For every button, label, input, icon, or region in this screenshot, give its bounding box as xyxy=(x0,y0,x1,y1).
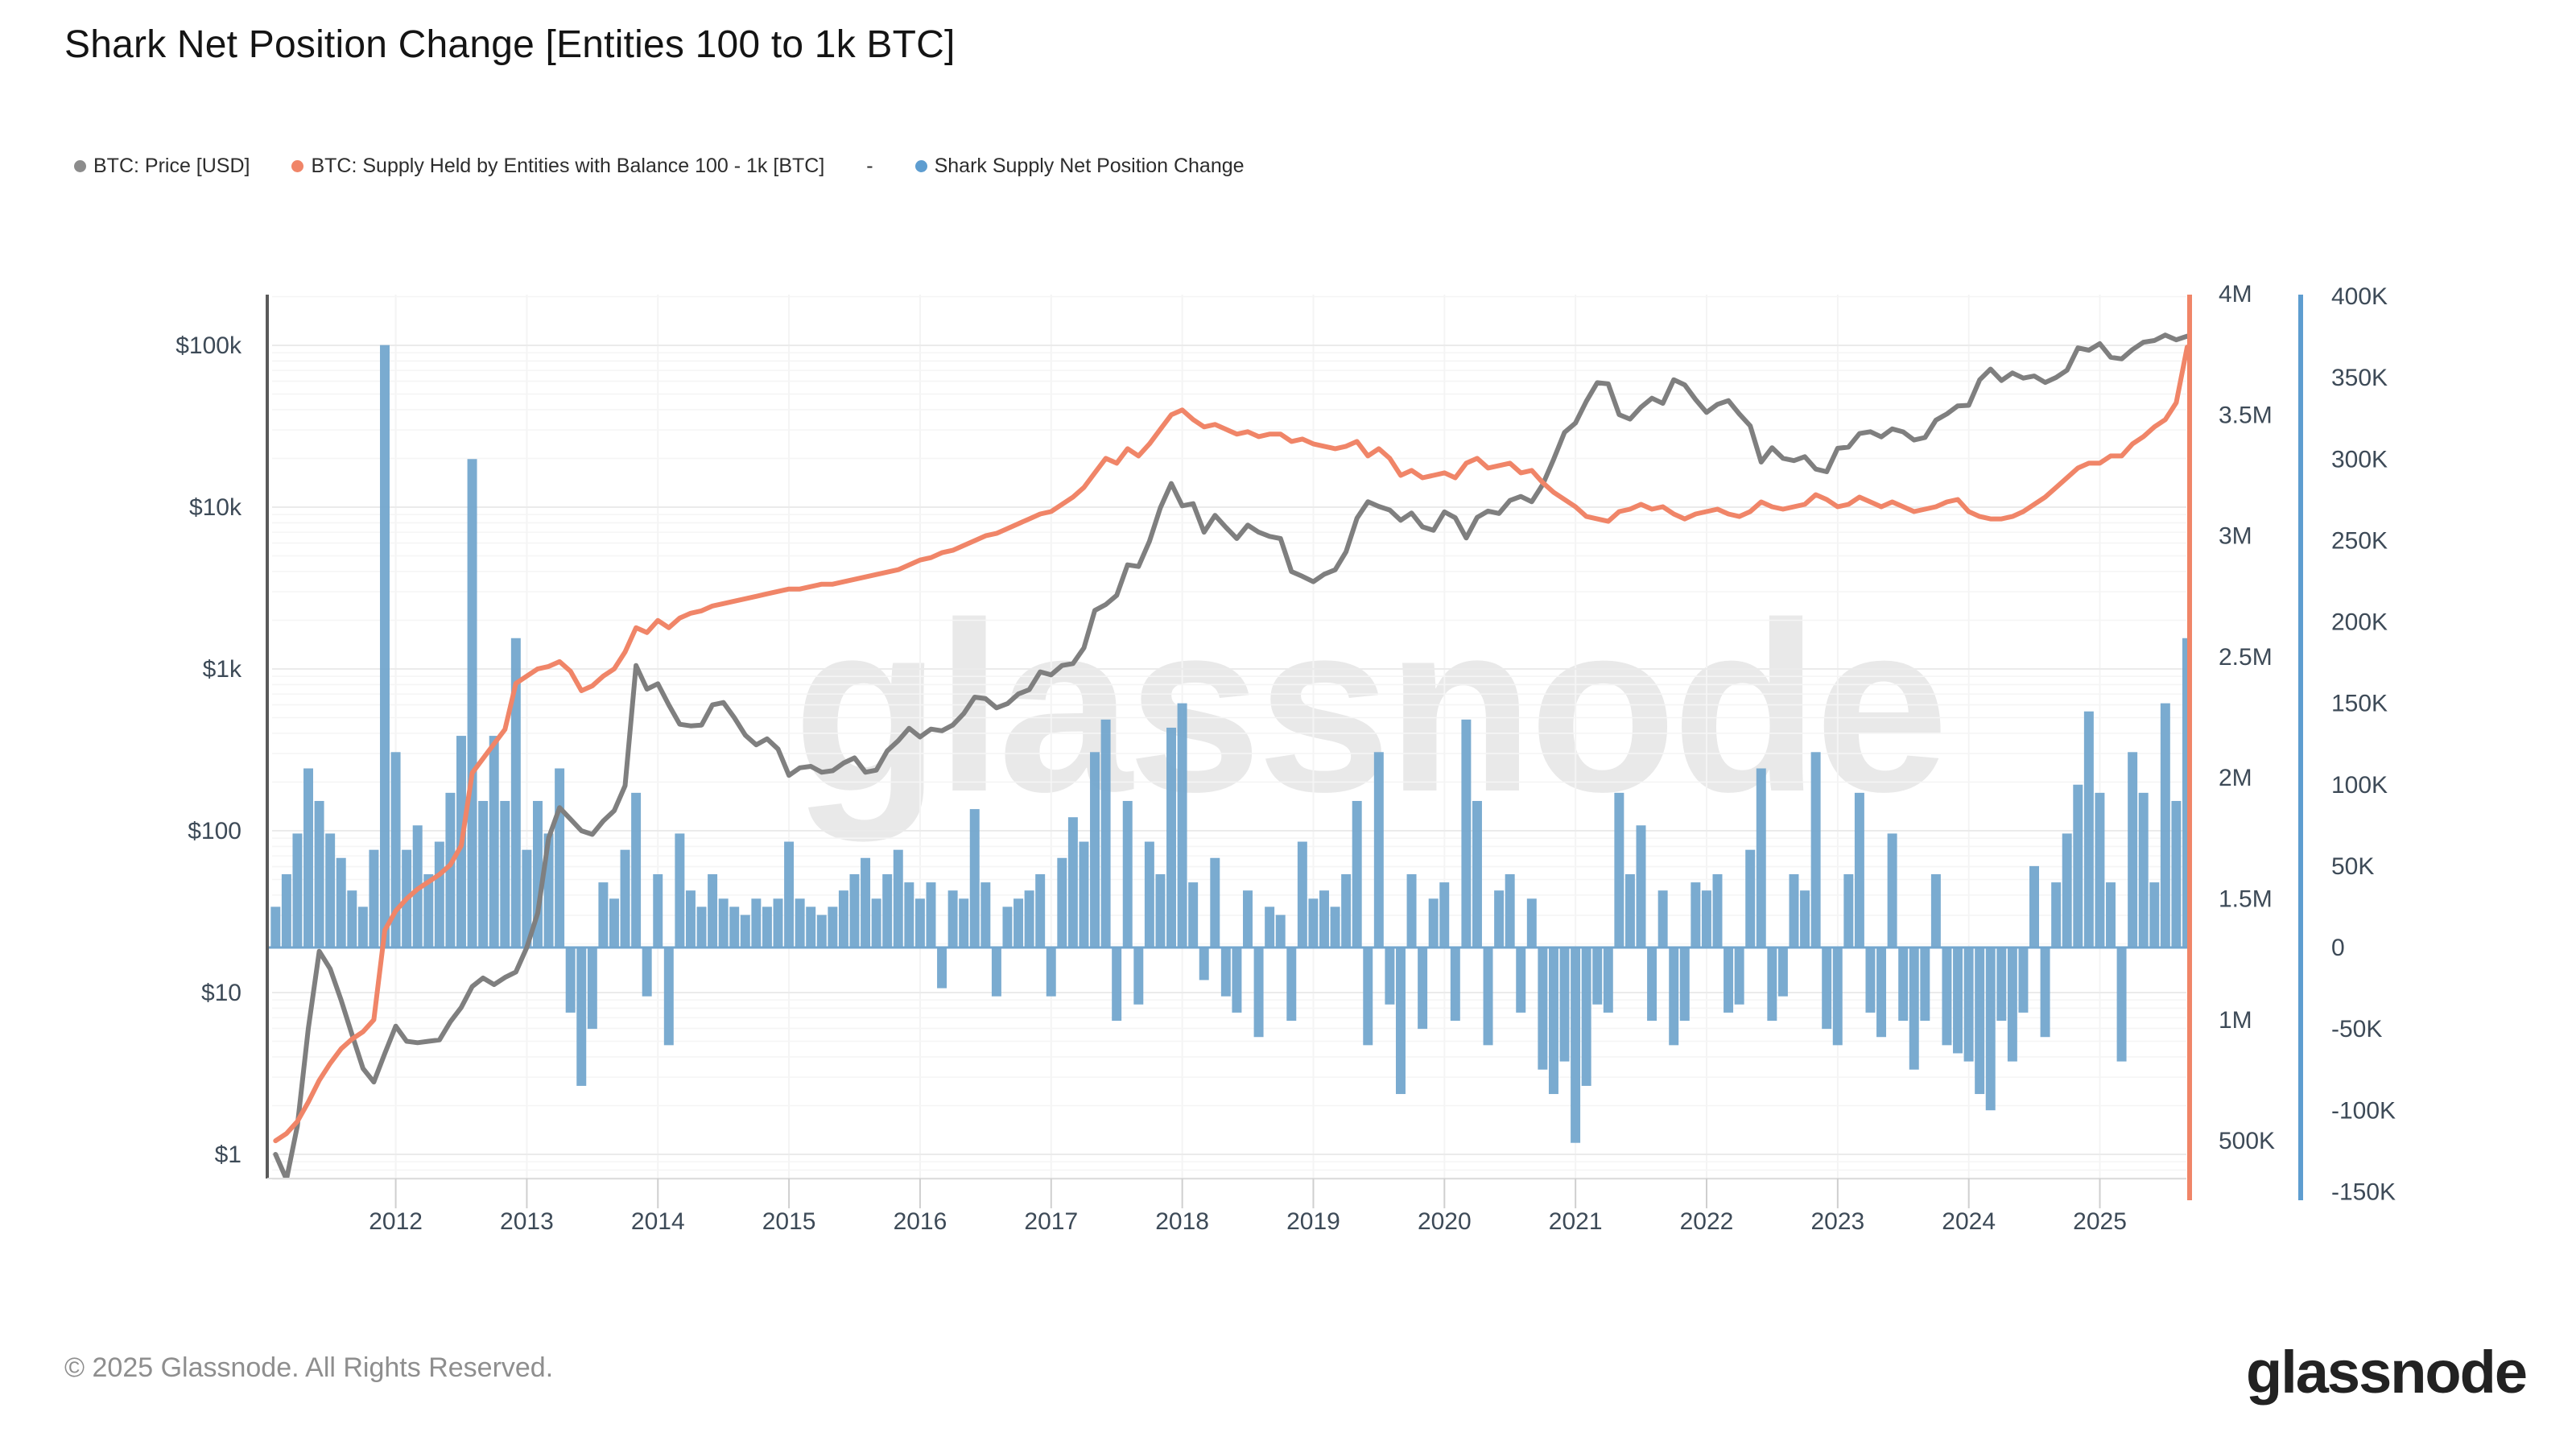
svg-text:2021: 2021 xyxy=(1549,1208,1603,1235)
series-price-line xyxy=(273,332,2190,1179)
legend-separator: - xyxy=(866,155,873,177)
series-net-position-bars xyxy=(270,345,2190,1143)
svg-text:500K: 500K xyxy=(2219,1128,2275,1154)
legend-dot-icon xyxy=(291,160,304,172)
svg-text:2020: 2020 xyxy=(1418,1208,1472,1235)
svg-text:glassnode: glassnode xyxy=(793,572,1944,844)
svg-text:2022: 2022 xyxy=(1680,1208,1734,1235)
footer-copyright: © 2025 Glassnode. All Rights Reserved. xyxy=(64,1352,554,1383)
axis-net-change-labels: 400K 350K 300K 250K 200K 150K 100K 50K 0 -50K -100… xyxy=(2331,283,2396,1205)
watermark: glassnode xyxy=(793,572,1949,844)
svg-text:1.5M: 1.5M xyxy=(2219,886,2273,913)
svg-text:2025: 2025 xyxy=(2073,1208,2127,1235)
legend-label: BTC: Supply Held by Entities with Balanc… xyxy=(311,155,825,177)
svg-text:200K: 200K xyxy=(2331,609,2388,636)
svg-text:-100K: -100K xyxy=(2331,1097,2396,1124)
svg-text:$1: $1 xyxy=(215,1141,242,1168)
legend-item[interactable]: BTC: Supply Held by Entities with Balanc… xyxy=(291,155,824,178)
legend-item[interactable]: Shark Supply Net Position Change xyxy=(914,155,1245,178)
svg-text:2.5M: 2.5M xyxy=(2219,644,2273,671)
svg-text:-50K: -50K xyxy=(2331,1016,2382,1042)
svg-text:2013: 2013 xyxy=(500,1208,554,1235)
svg-text:3M: 3M xyxy=(2219,523,2252,550)
svg-text:2M: 2M xyxy=(2219,765,2252,791)
svg-text:50K: 50K xyxy=(2331,853,2374,880)
svg-text:1M: 1M xyxy=(2219,1007,2252,1034)
svg-text:2017: 2017 xyxy=(1024,1208,1078,1235)
svg-text:2012: 2012 xyxy=(369,1208,423,1235)
svg-text:2019: 2019 xyxy=(1286,1208,1340,1235)
svg-text:$10: $10 xyxy=(201,980,242,1006)
svg-text:2023: 2023 xyxy=(1810,1208,1864,1235)
legend-label: BTC: Price [USD] xyxy=(93,155,250,177)
svg-text:400K: 400K xyxy=(2331,283,2388,310)
plot-area[interactable] xyxy=(267,332,2192,1179)
legend: BTC: Price [USD] BTC: Supply Held by Enti… xyxy=(74,155,1286,178)
glassnode-logo: glassnode xyxy=(2246,1339,2528,1406)
axis-supply-labels: 4M 3.5M 3M 2.5M 2M 1.5M 1M 500K xyxy=(2219,281,2275,1154)
svg-text:250K: 250K xyxy=(2331,527,2388,554)
svg-text:100K: 100K xyxy=(2331,772,2388,799)
svg-text:$10k: $10k xyxy=(189,494,242,521)
legend-dot-icon xyxy=(74,160,86,172)
svg-text:$100: $100 xyxy=(188,818,242,844)
page-title: Shark Net Position Change [Entities 100 … xyxy=(64,23,956,66)
svg-text:2014: 2014 xyxy=(631,1208,685,1235)
legend-dot-icon xyxy=(914,160,927,172)
svg-text:350K: 350K xyxy=(2331,365,2388,391)
svg-text:2018: 2018 xyxy=(1155,1208,1209,1235)
axis-year-labels: 2012 2013 2014 2015 2016 2017 2018 2019 2020 2021… xyxy=(369,1179,2127,1235)
svg-text:3.5M: 3.5M xyxy=(2219,402,2273,428)
svg-text:2024: 2024 xyxy=(1942,1208,1996,1235)
svg-text:$100k: $100k xyxy=(175,332,242,359)
svg-text:-150K: -150K xyxy=(2331,1179,2396,1205)
svg-text:150K: 150K xyxy=(2331,691,2388,717)
legend-item[interactable]: BTC: Price [USD] xyxy=(74,155,250,178)
series-supply-line xyxy=(273,345,2190,1144)
svg-text:2015: 2015 xyxy=(762,1208,816,1235)
svg-text:300K: 300K xyxy=(2331,446,2388,473)
legend-label: Shark Supply Net Position Change xyxy=(934,155,1245,177)
svg-text:$1k: $1k xyxy=(203,656,242,683)
axis-price-labels: $100k $10k $1k $100 $10 $1 xyxy=(175,332,242,1168)
axes xyxy=(266,295,2303,1200)
svg-text:2016: 2016 xyxy=(894,1208,947,1235)
svg-text:4M: 4M xyxy=(2219,281,2252,308)
svg-text:0: 0 xyxy=(2331,935,2345,961)
